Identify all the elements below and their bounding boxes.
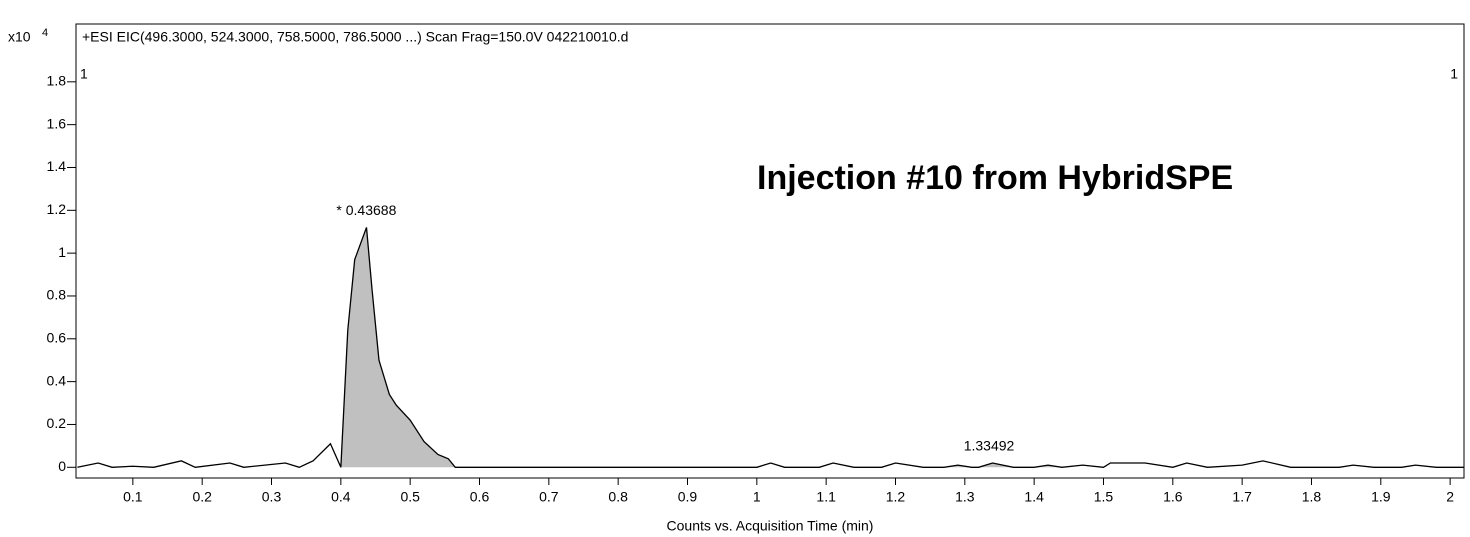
x-tick-label: 1.3 <box>955 489 975 505</box>
peak-label: * 0.43688 <box>336 202 396 218</box>
x-tick-label: 1 <box>753 489 761 505</box>
x-tick-label: 1.5 <box>1094 489 1114 505</box>
annotation: Injection #10 from HybridSPE <box>757 159 1233 197</box>
x-tick-label: 0.1 <box>123 489 143 505</box>
chart-title: +ESI EIC(496.3000, 524.3000, 758.5000, 7… <box>82 29 628 45</box>
y-tick-label: 0 <box>58 458 66 474</box>
x-tick-label: 1.6 <box>1163 489 1183 505</box>
peak-label: 1.33492 <box>964 438 1015 454</box>
integrated-area <box>340 227 456 468</box>
y-tick-label: 1.4 <box>47 158 67 174</box>
corner-label: 1 <box>1450 66 1458 82</box>
x-tick-label: 0.4 <box>331 489 351 505</box>
corner-label: 1 <box>80 66 88 82</box>
x-tick-label: 2 <box>1446 489 1454 505</box>
y-tick-label: 0.8 <box>47 287 67 303</box>
x-tick-label: 1.4 <box>1024 489 1044 505</box>
y-scale-power: 4 <box>42 27 48 39</box>
y-tick-label: 0.6 <box>47 330 67 346</box>
x-tick-label: 0.2 <box>192 489 212 505</box>
y-tick-label: 0.2 <box>47 415 67 431</box>
x-tick-label: 0.8 <box>608 489 628 505</box>
x-tick-label: 1.1 <box>816 489 836 505</box>
x-tick-label: 0.6 <box>470 489 490 505</box>
x-tick-label: 1.7 <box>1232 489 1252 505</box>
x-tick-label: 0.9 <box>678 489 698 505</box>
x-tick-label: 1.8 <box>1302 489 1322 505</box>
x-axis-label: Counts vs. Acquisition Time (min) <box>667 518 874 534</box>
x-tick-label: 0.3 <box>262 489 282 505</box>
y-scale-label: x10 <box>8 29 31 45</box>
x-tick-label: 0.5 <box>400 489 420 505</box>
y-tick-label: 1.6 <box>47 115 67 131</box>
y-tick-label: 1.2 <box>47 201 67 217</box>
x-tick-label: 1.9 <box>1371 489 1391 505</box>
y-tick-label: 0.4 <box>47 372 67 388</box>
trace-line <box>77 227 1464 468</box>
x-tick-label: 1.2 <box>886 489 906 505</box>
plot-frame <box>75 23 1465 479</box>
integrated-area <box>978 463 1014 468</box>
y-tick-label: 1 <box>58 244 66 260</box>
x-tick-label: 0.7 <box>539 489 559 505</box>
y-tick-label: 1.8 <box>47 73 67 89</box>
